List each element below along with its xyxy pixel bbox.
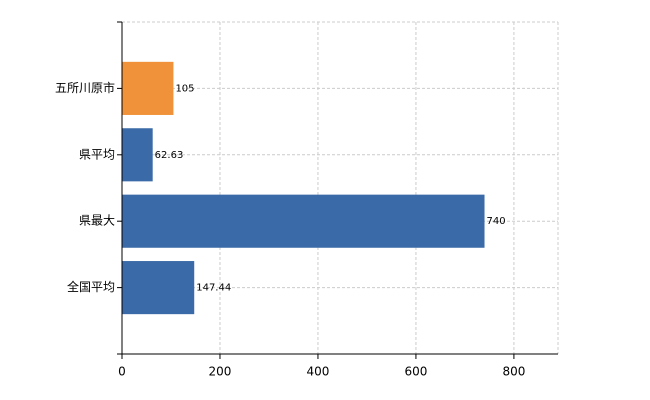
- value-label: 62.63: [155, 150, 184, 161]
- y-tick-label: 全国平均: [67, 279, 115, 294]
- y-tick-label: 県最大: [79, 214, 115, 228]
- x-tick-label: 400: [307, 365, 330, 379]
- x-tick-label: 200: [209, 365, 232, 379]
- bar: [122, 128, 153, 182]
- value-label: 740: [487, 216, 506, 227]
- y-tick-label: 県平均: [79, 147, 115, 161]
- x-tick-label: 600: [404, 365, 427, 379]
- value-label: 105: [175, 83, 194, 94]
- value-label: 147.44: [196, 283, 231, 294]
- y-tick-label: 五所川原市: [55, 80, 115, 95]
- bar: [122, 61, 174, 115]
- x-tick-label: 0: [118, 365, 126, 379]
- x-tick-label: 800: [502, 365, 525, 379]
- bar: [122, 194, 485, 248]
- bar: [122, 261, 195, 315]
